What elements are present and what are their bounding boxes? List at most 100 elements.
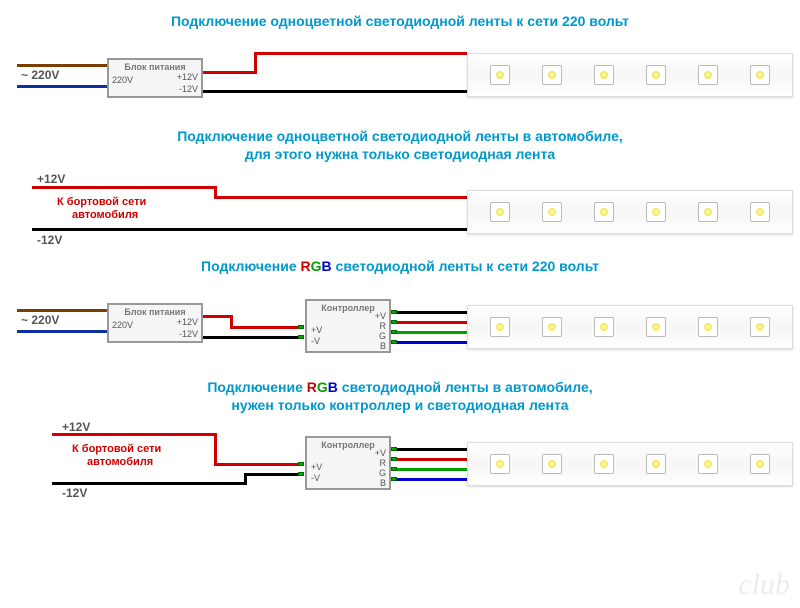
title-2: Подключение одноцветной светодиодной лен… [0,123,800,167]
led-chip [698,202,718,222]
psu-out-plus: +12V [177,317,198,327]
led-chip [490,202,510,222]
psu-out-minus: -12V [179,84,198,94]
rgb-r: R [307,379,317,395]
ctr-in-plus: +V [311,325,322,335]
wire-rgb-r [397,458,467,461]
wire-mains-l [17,64,107,67]
car-plus-label: +12V [62,420,90,434]
led-strip [467,305,793,349]
mains-voltage-label: ~ 220V [21,313,59,327]
led-chip [698,317,718,337]
title-3-post: светодиодной ленты к сети 220 вольт [332,258,599,274]
wire-plus-b [214,433,217,466]
wire-plus-c [254,52,467,55]
rgb-g: G [311,258,322,274]
wire-plus-a [203,71,257,74]
led-chip [698,65,718,85]
wire-rgb-v [397,448,467,451]
title-3-pre: Подключение [201,258,300,274]
wire-plus-a [52,433,217,436]
title-2-line2: для этого нужна только светодиодная лент… [245,146,555,162]
ctr-out-v: +V [375,311,386,321]
led-chip [750,65,770,85]
wire-rgb-g [397,468,467,471]
led-chip [594,202,614,222]
car-minus-label: -12V [62,486,87,500]
ctr-in-minus: -V [311,473,320,483]
rgb-b: B [328,379,338,395]
wire-mains-n [17,330,107,333]
psu-input-label: 220V [112,75,133,85]
wire-rgb-b [397,478,467,481]
ctr-out-r: R [380,321,387,331]
car-source-note-1: К бортовой сети [72,443,161,455]
led-chip [594,65,614,85]
car-source-note-2: автомобиля [72,209,138,221]
ctr-in-plus: +V [311,462,322,472]
wire-rgb-v [397,311,467,314]
wire-mains-l [17,309,107,312]
led-chip [594,454,614,474]
led-chip [594,317,614,337]
led-chip [646,317,666,337]
led-chip [698,454,718,474]
diagram-3-mains-rgb: ~ 220V Блок питания 220V +12V -12V Контр… [7,279,793,374]
led-chip [750,317,770,337]
power-supply-box: Блок питания 220V +12V -12V [107,58,203,98]
car-minus-label: -12V [37,233,62,247]
ctr-out-b: B [380,341,386,351]
led-chip [542,454,562,474]
car-source-note-1: К бортовой сети [57,196,146,208]
led-chip [646,454,666,474]
wire-minus [32,228,467,231]
diagram-2-car-single: +12V К бортовой сети автомобиля -12V [7,168,793,253]
ctr-in-minus: -V [311,336,320,346]
ctr-out-g: G [379,331,386,341]
ctr-out-g: G [379,468,386,478]
led-chip [490,454,510,474]
title-1: Подключение одноцветной светодиодной лен… [0,8,800,34]
title-2-line1: Подключение одноцветной светодиодной лен… [177,128,623,144]
rgb-r: R [301,258,311,274]
led-chip [646,202,666,222]
title-4-post: светодиодной ленты в автомобиле, [338,379,593,395]
ctr-out-b: B [380,478,386,488]
wire-plus-a [32,186,217,189]
wire-rgb-b [397,341,467,344]
wire-mains-n [17,85,107,88]
term-in-plus [298,325,304,329]
rgb-b: B [322,258,332,274]
term-in-minus [298,335,304,339]
controller-box: Контроллер +V -V +V R G B [305,436,391,490]
led-chip [490,317,510,337]
led-chip [750,454,770,474]
rgb-g: G [317,379,328,395]
wire-minus [203,90,467,93]
led-strip [467,190,793,234]
title-4: Подключение RGB светодиодной ленты в авт… [0,374,800,418]
car-plus-label: +12V [37,172,65,186]
car-source-note-2: автомобиля [87,456,153,468]
watermark-text: club [738,568,790,602]
psu-out-plus: +12V [177,72,198,82]
power-supply-box: Блок питания 220V +12V -12V [107,303,203,343]
controller-box: Контроллер +V -V +V R G B [305,299,391,353]
led-chip [750,202,770,222]
psu-title: Блок питания [112,62,198,72]
psu-title: Блок питания [112,307,198,317]
wire-pc-minus [203,336,300,339]
led-chip [542,65,562,85]
led-strip [467,442,793,486]
led-chip [542,317,562,337]
wire-plus-c [214,463,300,466]
wire-rgb-g [397,331,467,334]
wire-minus-a [52,482,247,485]
led-chip [542,202,562,222]
wire-plus-c [214,196,467,199]
ctr-out-r: R [380,458,387,468]
wire-rgb-r [397,321,467,324]
diagram-4-car-rgb: +12V К бортовой сети автомобиля -12V Кон… [7,418,793,513]
term-in-minus [298,472,304,476]
diagram-1-mains-single: ~ 220V Блок питания 220V +12V -12V [7,38,793,123]
